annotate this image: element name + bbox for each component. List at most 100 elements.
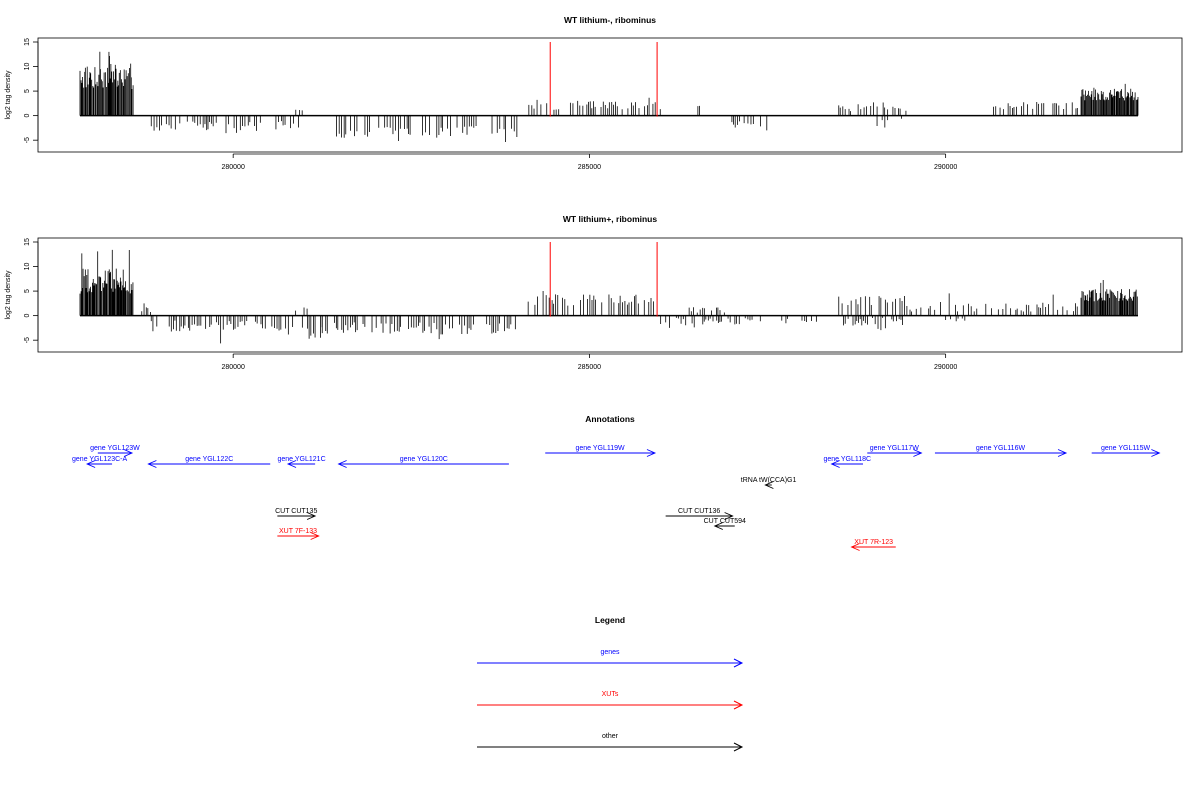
y-tick-label: -5 [24, 137, 31, 143]
feature-arrowhead [1151, 449, 1161, 457]
annotations-title: Annotations [585, 414, 635, 424]
legend-label: XUTs [602, 691, 619, 698]
signal-bars [945, 315, 966, 322]
signal-bars [336, 115, 518, 142]
panel-1-y-axis: -5 0 5 10 15 [24, 38, 39, 143]
feature-label: XUT 7F-133 [279, 528, 317, 535]
y-tick-label: 5 [24, 289, 31, 293]
y-tick-label: 15 [24, 38, 31, 46]
y-tick-label: 5 [24, 89, 31, 93]
feature-label: gene YGL123W [90, 445, 140, 452]
panel-1-title: WT lithium-, ribominus [564, 15, 656, 25]
feature-arrowhead [337, 460, 347, 468]
track-panel-1: WT lithium-, ribominus log2 tag density … [5, 15, 1183, 171]
feature-arrowhead [306, 512, 317, 520]
signal-bars [274, 315, 323, 339]
feature-arrowhead [850, 543, 860, 551]
legend-label: genes [600, 649, 620, 656]
signal-bars [781, 315, 817, 324]
feature-label: gene YGL117W [870, 445, 920, 452]
feature-arrowhead [764, 481, 774, 489]
signal-bars [843, 315, 903, 331]
panel-2-frame [37, 237, 1183, 353]
signal-bars [295, 109, 303, 116]
feature-label: CUT CUT136 [678, 508, 720, 515]
y-tick-label: 15 [24, 238, 31, 246]
feature-arrowhead [310, 532, 320, 540]
signal-bars [275, 115, 299, 130]
signal-bars [876, 115, 902, 128]
panel-1-markers [549, 42, 658, 117]
y-tick-label: 10 [24, 63, 31, 71]
x-tick-label: 285000 [578, 364, 601, 371]
legend-arrowhead [733, 658, 744, 668]
x-tick-label: 285000 [578, 164, 601, 171]
signal-bars [527, 291, 654, 316]
signal-bars [79, 51, 134, 116]
feature-label: gene YGL122C [185, 456, 233, 463]
panel-2-x-axis: 280000 285000 290000 [221, 353, 957, 371]
annotation-feature: gene YGL123W [90, 445, 140, 457]
feature-label: CUT CUT135 [275, 508, 317, 515]
track-panel-2: WT lithium+, ribominus log2 tag density … [5, 214, 1183, 371]
feature-label: gene YGL121C [278, 456, 326, 463]
legend-arrowhead [733, 700, 744, 710]
signal-bars [79, 249, 134, 316]
annotation-feature: tRNA tW(CCA)G1 [741, 477, 797, 489]
signal-bars [150, 315, 273, 344]
signal-bars [528, 97, 661, 116]
feature-arrowhead [86, 460, 96, 468]
feature-arrowhead [830, 460, 840, 468]
signal-bars [295, 307, 308, 316]
feature-label: gene YGL119W [576, 445, 626, 452]
panel-1-ylabel: log2 tag density [5, 70, 12, 120]
annotation-feature: CUT CUT136 [665, 508, 734, 520]
legend-entry: genes [477, 649, 744, 668]
annotation-feature: gene YGL116W [934, 445, 1068, 457]
signal-bars [731, 115, 768, 131]
x-tick-label: 290000 [934, 364, 957, 371]
panel-1-frame [37, 37, 1183, 153]
feature-label: gene YGL116W [976, 445, 1026, 452]
signal-bars [688, 307, 725, 316]
annotation-feature: gene YGL121C [278, 456, 326, 468]
panel-2-ylabel: log2 tag density [5, 270, 12, 320]
feature-arrowhead [123, 449, 134, 457]
signal-bars [838, 102, 907, 116]
annotation-feature: XUT 7R-123 [850, 539, 896, 551]
legend-title: Legend [595, 615, 625, 625]
y-tick-label: 0 [24, 314, 31, 318]
feature-label: gene YGL118C [824, 456, 872, 463]
feature-arrowhead [147, 460, 157, 468]
signal-bars [1080, 279, 1138, 316]
signal-bars [660, 315, 761, 328]
panel-2-bars [79, 249, 1138, 344]
y-tick-label: -5 [24, 337, 31, 343]
y-tick-label: 0 [24, 114, 31, 118]
feature-label: XUT 7R-123 [854, 539, 893, 546]
feature-arrowhead [913, 449, 923, 457]
panel-1-bars [79, 51, 1139, 142]
x-tick-label: 280000 [221, 364, 244, 371]
panel-1-x-axis: 280000 285000 290000 [221, 153, 957, 171]
signal-bars [697, 105, 700, 116]
feature-label: tRNA tW(CCA)G1 [741, 477, 797, 484]
annotation-feature: gene YGL117W [867, 445, 923, 457]
panel-2-y-axis: -5 0 5 10 15 [24, 238, 39, 343]
panel-2-markers [549, 242, 658, 317]
annotation-feature: gene YGL122C [147, 456, 271, 468]
feature-arrowhead [646, 449, 657, 457]
panel-2-title: WT lithium+, ribominus [563, 214, 657, 224]
x-tick-label: 290000 [934, 164, 957, 171]
feature-label: gene YGL123C-A [72, 456, 127, 463]
signal-bars [150, 115, 261, 134]
annotation-feature: gene YGL120C [337, 456, 509, 468]
legend-entries: genes XUTs other [477, 649, 744, 752]
signal-bars [141, 303, 151, 316]
feature-label: gene YGL115W [1101, 445, 1151, 452]
annotation-feature: gene YGL115W [1091, 445, 1161, 457]
legend-entry: XUTs [477, 691, 744, 710]
signal-bars [321, 315, 516, 340]
annotation-feature: gene YGL123C-A [72, 456, 127, 468]
signal-bars [1080, 83, 1139, 116]
